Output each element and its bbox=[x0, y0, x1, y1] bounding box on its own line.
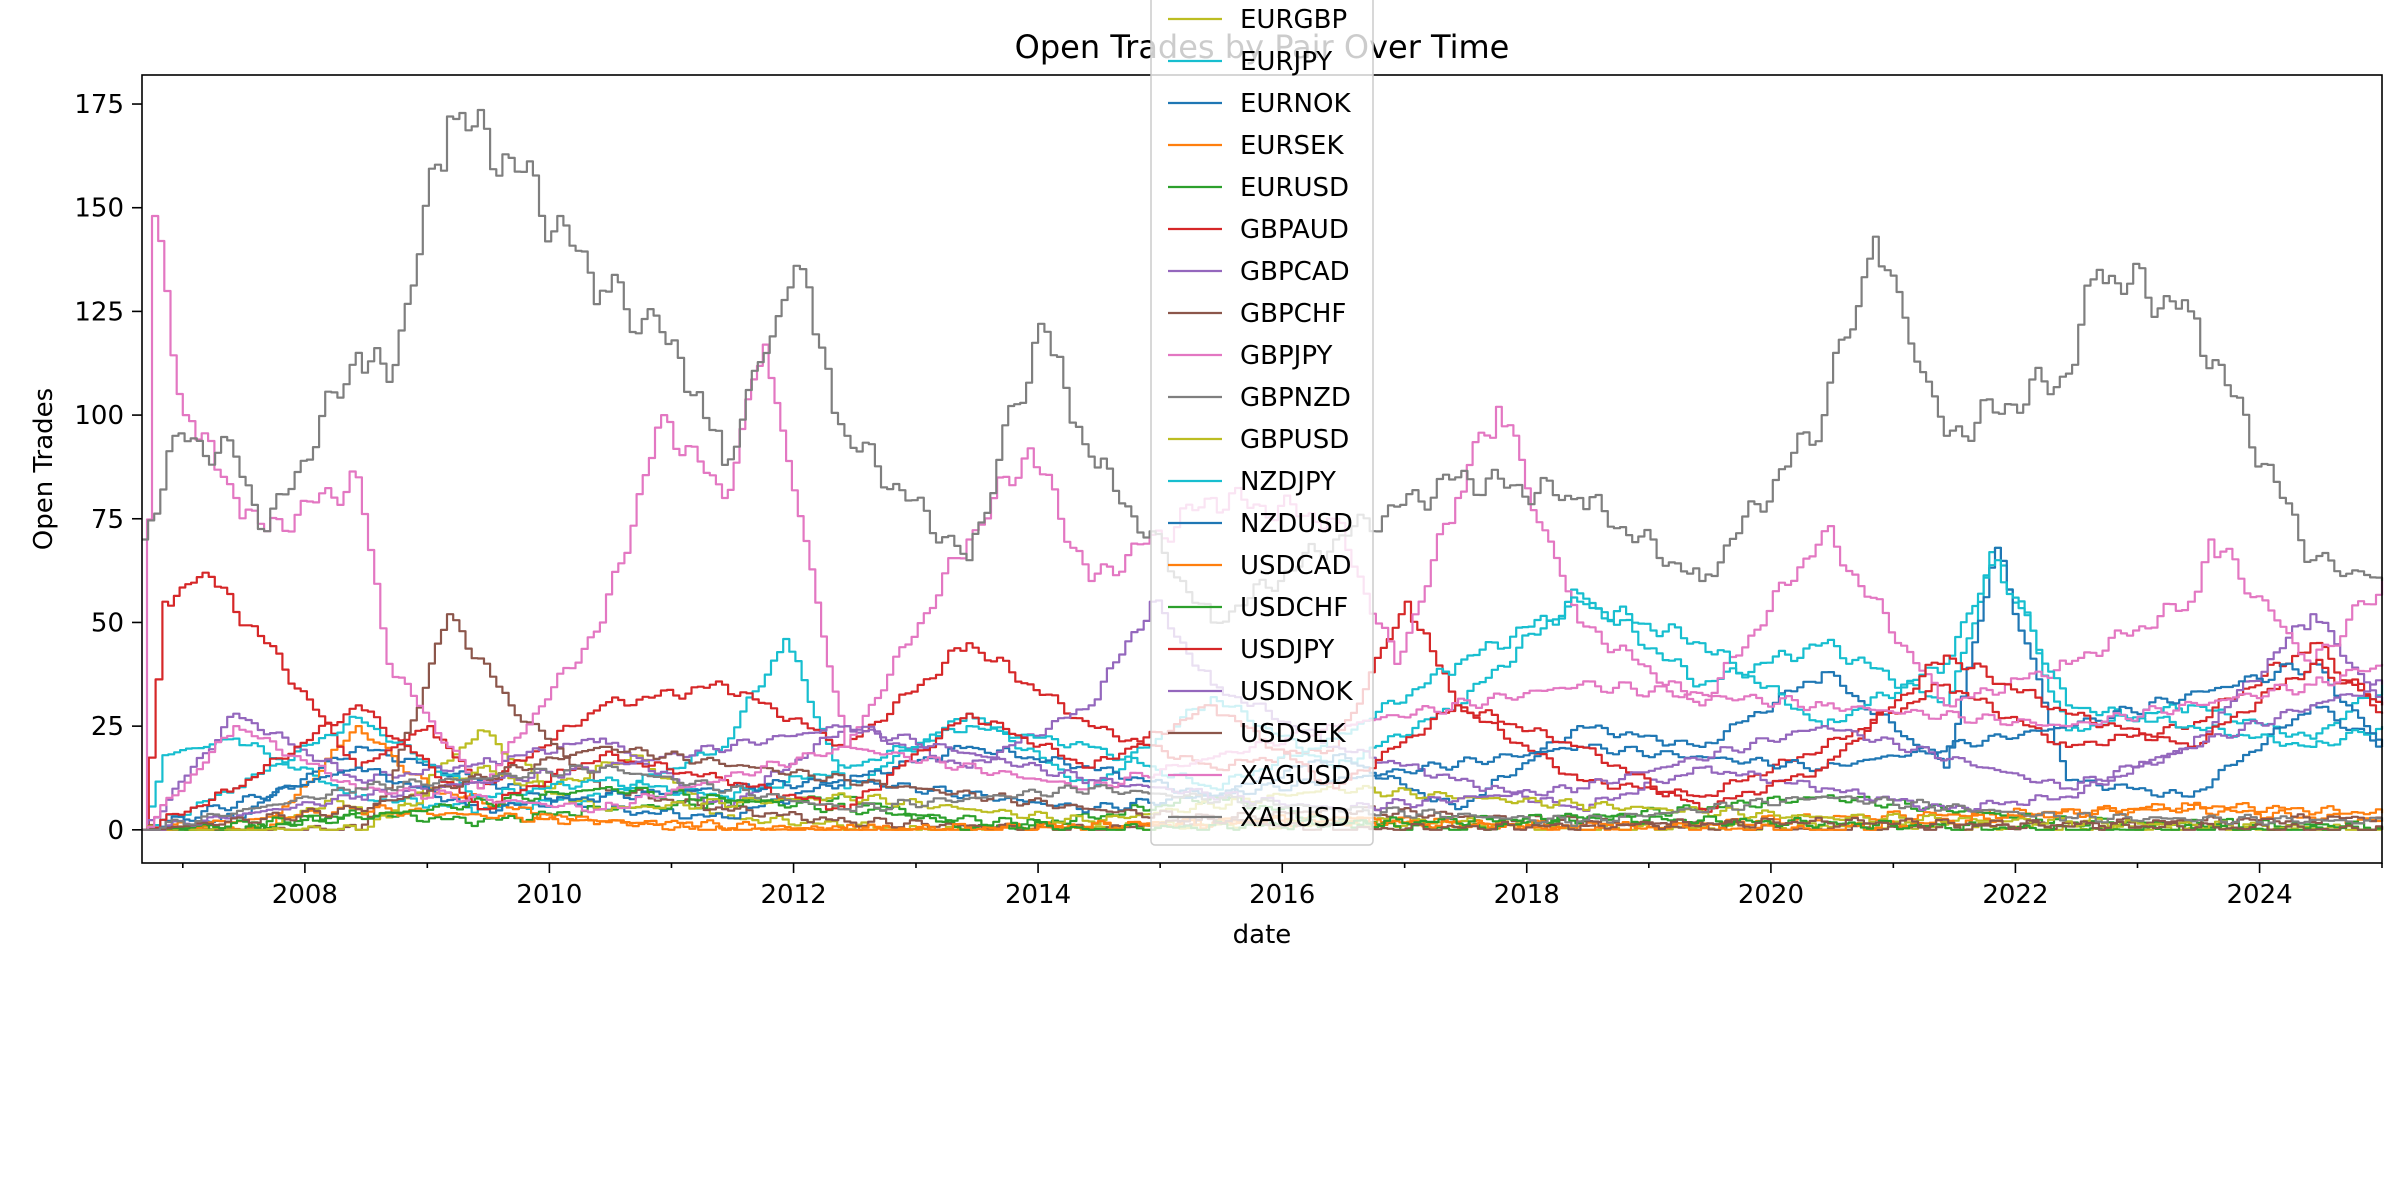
legend-label-xagusd: XAGUSD bbox=[1240, 761, 1351, 791]
legend-label-eurgbp: EURGBP bbox=[1240, 5, 1347, 35]
legend-label-usdsek: USDSEK bbox=[1240, 719, 1346, 749]
legend-label-eurjpy: EURJPY bbox=[1240, 47, 1332, 77]
legend-label-gbpcad: GBPCAD bbox=[1240, 257, 1350, 287]
legend-label-gbpnzd: GBPNZD bbox=[1240, 383, 1351, 413]
x-tick-label: 2010 bbox=[516, 880, 582, 910]
legend-label-usdjpy: USDJPY bbox=[1240, 635, 1334, 665]
x-axis: 2008 2010 2012 2014 2016 2018 2020 2022 2024 bbox=[182, 863, 2383, 910]
y-tick-label: 50 bbox=[91, 608, 124, 638]
y-tick-label: 150 bbox=[74, 194, 124, 224]
x-tick-label: 2022 bbox=[1982, 880, 2048, 910]
legend-label-gbpjpy: GBPJPY bbox=[1240, 341, 1332, 371]
y-tick-label: 0 bbox=[107, 816, 124, 846]
legend-label-eurusd: EURUSD bbox=[1240, 173, 1349, 203]
x-tick-label: 2008 bbox=[272, 880, 338, 910]
legend-label-nzdjpy: NZDJPY bbox=[1240, 467, 1336, 497]
x-tick-label: 2018 bbox=[1494, 880, 1560, 910]
legend-label-nzdusd: NZDUSD bbox=[1240, 509, 1353, 539]
x-tick-label: 2024 bbox=[2226, 880, 2292, 910]
x-tick-label: 2020 bbox=[1738, 880, 1804, 910]
legend-label-eursek: EURSEK bbox=[1240, 131, 1344, 161]
legend-box bbox=[1150, 0, 1374, 846]
legend-label-usdchf: USDCHF bbox=[1240, 593, 1348, 623]
legend-label-xauusd: XAUUSD bbox=[1240, 803, 1350, 833]
y-tick-label: 175 bbox=[74, 90, 124, 120]
legend-label-usdnok: USDNOK bbox=[1240, 677, 1353, 707]
y-axis-label: Open Trades bbox=[29, 388, 59, 550]
y-tick-label: 125 bbox=[74, 297, 124, 327]
y-axis: 0 25 50 75 100 125 150 175 bbox=[74, 90, 142, 846]
legend: EURGBP EURJPY EURNOK EURSEK EURUSD GBPAUD GBPC… bbox=[1150, 0, 1374, 846]
x-axis-label: date bbox=[1233, 920, 1292, 950]
x-tick-label: 2016 bbox=[1249, 880, 1315, 910]
y-tick-label: 25 bbox=[91, 712, 124, 742]
x-tick-label: 2012 bbox=[760, 880, 826, 910]
y-tick-label: 75 bbox=[91, 505, 124, 535]
legend-label-gbpusd: GBPUSD bbox=[1240, 425, 1349, 455]
legend-label-gbpaud: GBPAUD bbox=[1240, 215, 1349, 245]
legend-label-gbpchf: GBPCHF bbox=[1240, 299, 1346, 329]
legend-label-eurnok: EURNOK bbox=[1240, 89, 1351, 119]
legend-label-usdcad: USDCAD bbox=[1240, 551, 1352, 581]
y-tick-label: 100 bbox=[74, 401, 124, 431]
x-tick-label: 2014 bbox=[1005, 880, 1071, 910]
